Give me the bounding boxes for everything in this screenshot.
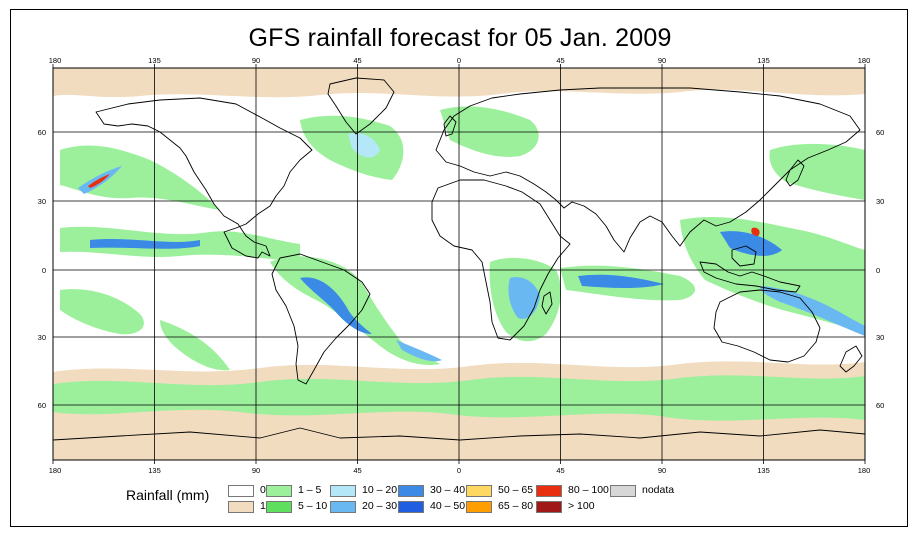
legend-title: Rainfall (mm) [126, 487, 210, 503]
lat-label-left: 30 [38, 333, 46, 342]
rain-area-maritime-continent-core [720, 231, 782, 256]
legend-swatch [466, 501, 492, 513]
coastline-new-zealand [839, 345, 863, 373]
lon-label-bottom: 180 [858, 466, 871, 475]
coastline-madagascar [541, 291, 553, 315]
graticule [53, 68, 865, 460]
legend-label: 1 – 5 [298, 484, 322, 496]
lon-label-bottom: 180 [49, 466, 62, 475]
legend-swatch [466, 485, 492, 497]
map-title: GFS rainfall forecast for 05 Jan. 2009 [248, 24, 672, 52]
legend-swatch [398, 501, 424, 513]
legend-label: 5 – 10 [298, 500, 328, 512]
rain-area-africa-core [508, 276, 540, 319]
lon-label-top: 45 [353, 56, 361, 65]
lon-label-bottom: 90 [658, 466, 666, 475]
lat-label-right: 30 [876, 197, 884, 206]
legend-swatch [536, 501, 562, 513]
rain-area-sw-pacific-max [751, 227, 760, 236]
legend-swatch [266, 501, 292, 513]
lon-label-top: 180 [49, 56, 62, 65]
lon-label-bottom: 45 [353, 466, 361, 475]
legend-swatch [266, 485, 292, 497]
lon-label-top: 90 [252, 56, 260, 65]
legend-label: 1 [260, 500, 266, 512]
legend-label: 40 – 50 [430, 500, 466, 512]
rain-area-north-atlantic-core [348, 132, 380, 158]
lon-label-top: 90 [658, 56, 666, 65]
legend-swatch [330, 485, 356, 497]
coastlines [53, 77, 865, 441]
coastline-japan [785, 159, 805, 187]
legend-swatch [228, 485, 254, 497]
map-frame [10, 9, 908, 527]
legend-swatch [536, 485, 562, 497]
lat-label-left: 30 [38, 197, 46, 206]
legend-swatch [398, 485, 424, 497]
legend-label: nodata [642, 484, 675, 496]
lon-label-top: 45 [556, 56, 564, 65]
lon-labels-top: 180 135 90 45 0 45 90 135 180 [49, 56, 871, 65]
legend-label: > 100 [568, 500, 595, 512]
coastline-borneo [731, 245, 757, 267]
coastline-greenland [327, 77, 395, 135]
legend-swatch [330, 501, 356, 513]
lat-label-left: 60 [38, 401, 46, 410]
rain-area-north-pacific-max [88, 174, 110, 188]
rain-area-south-pacific-east [160, 320, 230, 371]
coastline-north-america [95, 97, 313, 259]
lat-label-right: 30 [876, 333, 884, 342]
coastline-eurasia [435, 87, 861, 253]
coastline-indonesia [699, 261, 801, 293]
lon-label-top: 0 [457, 56, 461, 65]
legend-label: 10 – 20 [362, 484, 398, 496]
rain-area-south-pacific [60, 289, 144, 335]
rain-area-south-atlantic [396, 340, 442, 362]
rain-area-pacific-itcz-core [90, 239, 200, 249]
lon-label-top: 135 [757, 56, 770, 65]
lat-label-right: 60 [876, 128, 884, 137]
lat-labels-right: 60 30 0 30 60 [876, 128, 884, 410]
lon-label-top: 135 [148, 56, 161, 65]
rain-area-south-pacific-convergence [760, 286, 865, 336]
lon-label-bottom: 135 [148, 466, 161, 475]
tick-marks [52, 64, 866, 464]
lon-label-bottom: 0 [457, 466, 461, 475]
lon-label-bottom: 90 [252, 466, 260, 475]
lon-label-bottom: 45 [556, 466, 564, 475]
rain-area-indian-ocean-core [578, 274, 664, 288]
lat-label-left: 0 [42, 266, 46, 275]
legend-label: 0 [260, 484, 266, 496]
legend-label: 65 – 80 [498, 500, 534, 512]
lat-label-right: 0 [876, 266, 880, 275]
legend-label: 50 – 65 [498, 484, 534, 496]
lon-labels-bottom: 180 135 90 45 0 45 90 135 180 [49, 466, 871, 475]
legend-label: 80 – 100 [568, 484, 609, 496]
lon-label-top: 180 [858, 56, 871, 65]
lat-labels-left: 60 30 0 30 60 [38, 128, 46, 410]
coastline-british-isles [443, 115, 457, 137]
lat-label-left: 60 [38, 128, 46, 137]
lat-label-right: 60 [876, 401, 884, 410]
coastline-antarctica [53, 427, 865, 441]
lon-label-bottom: 135 [757, 466, 770, 475]
legend-label: 20 – 30 [362, 500, 398, 512]
legend-swatch [228, 501, 254, 513]
rain-area-north-pacific [60, 145, 220, 210]
legend-swatch [610, 485, 636, 497]
rain-area-northwest-pacific [769, 143, 865, 200]
coastline-africa [431, 179, 571, 341]
coastline-south-america [271, 253, 371, 385]
legend-label: 30 – 40 [430, 484, 466, 496]
